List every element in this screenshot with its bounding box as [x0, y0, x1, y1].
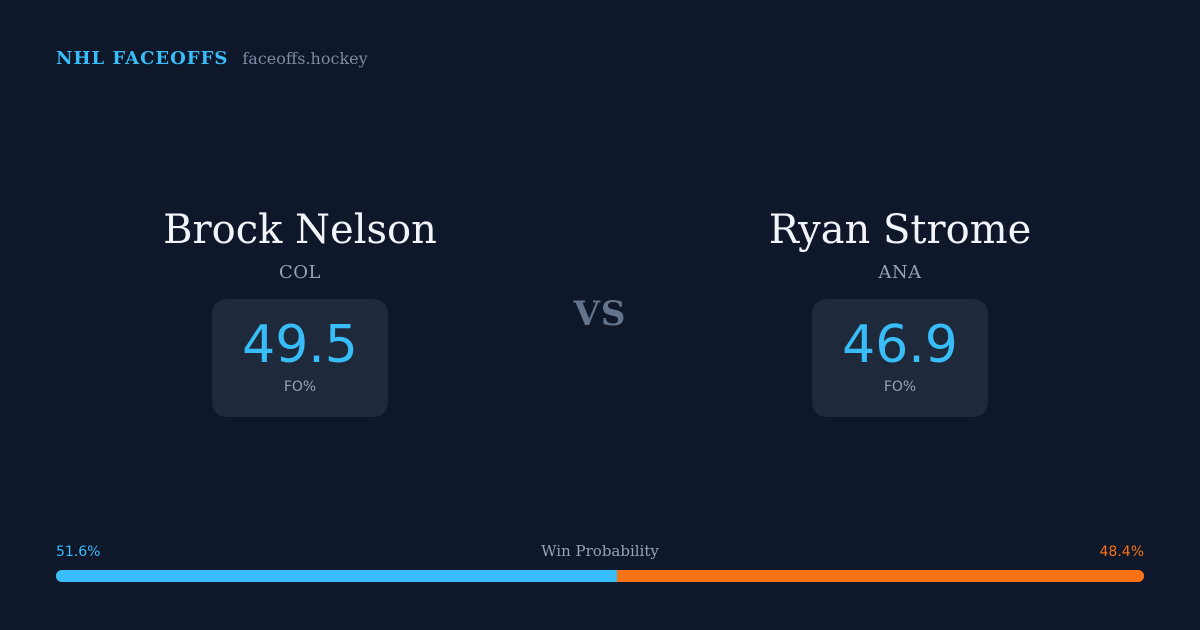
- site-domain: faceoffs.hockey: [242, 49, 368, 68]
- win-probability-left: 51.6%: [56, 544, 101, 560]
- stat-box: 49.5 FO%: [212, 299, 388, 417]
- win-probability-fill-left: [56, 570, 618, 582]
- brand-title: NHL FACEOFFS: [56, 48, 229, 69]
- player-team: COL: [279, 262, 321, 283]
- win-probability-bar: [56, 570, 1144, 582]
- win-probability-fill-right: [617, 570, 1144, 582]
- faceoff-percentage-value: 46.9: [842, 315, 958, 375]
- player-name: Brock Nelson: [163, 207, 437, 253]
- player-card-left: Brock Nelson COL 49.5 FO%: [80, 204, 520, 417]
- player-card-right: Ryan Strome ANA 46.9 FO%: [680, 204, 1120, 417]
- header: NHL FACEOFFS faceoffs.hockey: [56, 48, 368, 69]
- versus-label: VS: [573, 294, 627, 334]
- faceoff-percentage-value: 49.5: [242, 315, 358, 375]
- win-probability-right: 48.4%: [1099, 544, 1144, 560]
- win-probability-title: Win Probability: [541, 542, 659, 560]
- faceoff-percentage-label: FO%: [283, 379, 317, 395]
- player-name: Ryan Strome: [768, 207, 1032, 253]
- stat-box: 46.9 FO%: [812, 299, 988, 417]
- player-team: ANA: [878, 262, 922, 283]
- faceoff-percentage-label: FO%: [883, 379, 917, 395]
